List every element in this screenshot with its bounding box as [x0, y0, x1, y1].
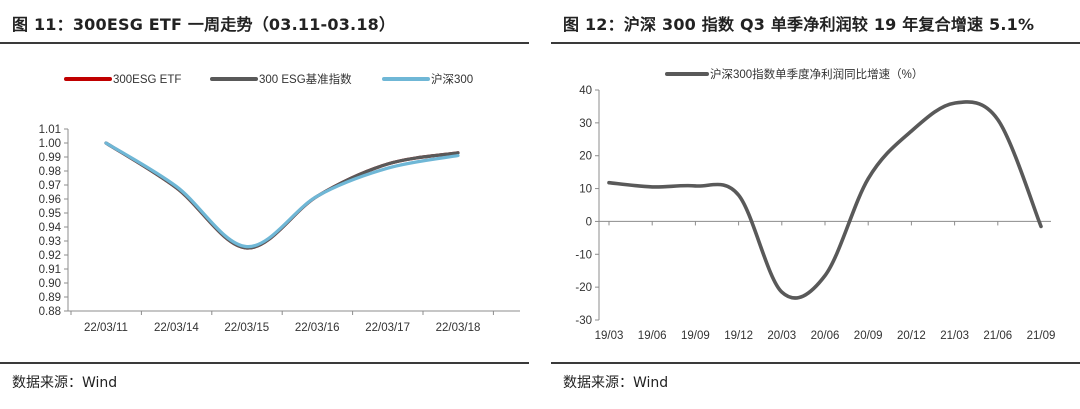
right-figure-panel: 图 12：沪深 300 指数 Q3 单季净利润较 19 年复合增速 5.1% 沪…	[551, 0, 1080, 409]
y-tick-label-6: -20	[575, 282, 592, 294]
x-tick-label-4: 20/03	[767, 330, 796, 342]
x-tick-label-6: 20/09	[854, 330, 883, 342]
y-tick-label-4: 0	[586, 216, 592, 228]
left-figure-panel: 图 11：300ESG ETF 一周走势（03.11-03.18） 300ESG…	[0, 0, 529, 409]
x-tick-label-8: 21/03	[940, 330, 969, 342]
y-tick-label-10: 0.91	[39, 264, 61, 276]
y-tick-label-1: 30	[579, 118, 592, 130]
x-tick-label-5: 20/06	[811, 330, 840, 342]
y-tick-label-9: 0.92	[39, 250, 61, 262]
x-tick-label-7: 20/12	[897, 330, 926, 342]
y-tick-label-2: 0.99	[39, 152, 61, 164]
y-tick-label-6: 0.95	[39, 208, 61, 220]
x-tick-label-0: 22/03/11	[84, 322, 128, 334]
y-tick-label-7: -30	[575, 315, 592, 327]
y-tick-label-1: 1.00	[39, 138, 61, 150]
y-tick-label-8: 0.93	[39, 236, 61, 248]
right-source-rule	[551, 362, 1080, 364]
x-tick-label-10: 21/09	[1027, 330, 1056, 342]
x-tick-label-2: 19/09	[681, 330, 710, 342]
y-tick-label-5: -10	[575, 249, 592, 261]
legend-label-2: 沪深300	[431, 72, 473, 86]
y-tick-label-5: 0.96	[39, 194, 61, 206]
left-title-rule	[0, 42, 529, 44]
x-tick-label-2: 22/03/15	[224, 322, 269, 334]
legend-label-1: 300 ESG基准指数	[259, 72, 352, 86]
left-data-source: 数据来源：Wind	[12, 375, 118, 391]
left-figure-title: 图 11：300ESG ETF 一周走势（03.11-03.18）	[12, 15, 396, 34]
left-source-rule	[0, 362, 529, 364]
x-tick-label-0: 19/03	[595, 330, 624, 342]
legend-label-0: 沪深300指数单季度净利润同比增速（%）	[710, 67, 923, 81]
x-tick-label-3: 22/03/16	[295, 322, 340, 334]
x-tick-label-9: 21/06	[983, 330, 1012, 342]
right-figure-title: 图 12：沪深 300 指数 Q3 单季净利润较 19 年复合增速 5.1%	[563, 15, 1035, 34]
y-tick-label-11: 0.90	[39, 278, 61, 290]
csi300-profit-growth-chart: 沪深300指数单季度净利润同比增速（%）403020100-10-20-3019…	[575, 67, 1056, 342]
y-tick-label-7: 0.94	[39, 222, 62, 234]
right-data-source: 数据来源：Wind	[563, 375, 669, 391]
y-tick-label-3: 0.98	[39, 166, 61, 178]
x-tick-label-4: 22/03/17	[365, 322, 410, 334]
series-line-2	[104, 141, 460, 249]
series-line-0	[607, 100, 1043, 300]
right-title-rule	[551, 42, 1080, 44]
series-line-1	[104, 141, 460, 250]
y-tick-label-13: 0.88	[39, 306, 61, 318]
x-tick-label-5: 22/03/18	[436, 322, 481, 334]
etf-weekly-trend-chart: 300ESG ETF 300 ESG基准指数 沪深300 1.01 1.00 0.99 0.…	[39, 72, 520, 334]
y-tick-label-3: 10	[579, 184, 592, 196]
y-tick-label-0: 40	[579, 85, 592, 97]
x-tick-label-1: 22/03/14	[154, 322, 199, 334]
x-tick-label-1: 19/06	[638, 330, 667, 342]
y-tick-label-2: 20	[579, 151, 592, 163]
y-tick-label-12: 0.89	[39, 292, 61, 304]
x-tick-label-3: 19/12	[724, 330, 753, 342]
legend-label-0: 300ESG ETF	[113, 74, 181, 86]
y-tick-label-0: 1.01	[39, 124, 61, 136]
y-tick-label-4: 0.97	[39, 180, 61, 192]
